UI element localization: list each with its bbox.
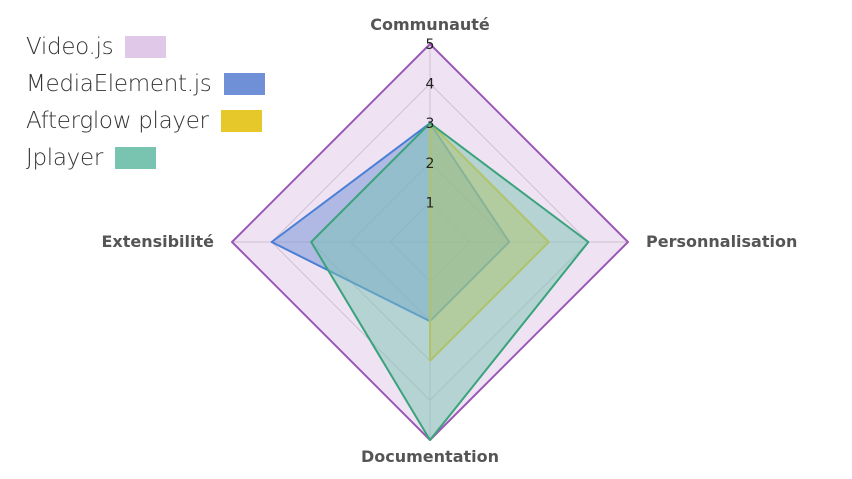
legend-swatch bbox=[115, 146, 156, 169]
series-layer bbox=[231, 43, 629, 441]
legend-swatch bbox=[223, 72, 265, 95]
legend-swatch bbox=[125, 35, 167, 58]
axis-label: Communauté bbox=[370, 15, 490, 34]
legend-item-mediaelement-js[interactable]: MediaElement.js bbox=[26, 65, 265, 102]
tick-label: 3 bbox=[426, 116, 435, 132]
tick-label: 4 bbox=[426, 77, 435, 93]
legend-label: Jplayer bbox=[26, 144, 103, 171]
tick-label: 5 bbox=[426, 37, 435, 53]
legend-label: Video.js bbox=[26, 33, 114, 60]
axis-label: Extensibilité bbox=[101, 232, 214, 251]
legend-item-afterglow-player[interactable]: Afterglow player bbox=[26, 102, 265, 139]
legend-item-jplayer[interactable]: Jplayer bbox=[26, 139, 265, 176]
axis-labels: Communauté Personnalisation Documentation E… bbox=[101, 15, 797, 466]
series-area-jplayer[interactable] bbox=[310, 122, 590, 441]
radial-ticks: 1 2 3 4 5 bbox=[426, 37, 435, 211]
legend: Video.js MediaElement.js Afterglow playe… bbox=[26, 28, 265, 176]
tick-label: 1 bbox=[426, 195, 435, 211]
axis-label: Documentation bbox=[361, 447, 499, 466]
tick-label: 2 bbox=[426, 156, 435, 172]
legend-label: MediaElement.js bbox=[26, 70, 212, 97]
legend-item-video-js[interactable]: Video.js bbox=[26, 28, 265, 65]
legend-swatch bbox=[220, 109, 262, 132]
axis-label: Personnalisation bbox=[646, 232, 797, 251]
legend-label: Afterglow player bbox=[26, 107, 209, 134]
